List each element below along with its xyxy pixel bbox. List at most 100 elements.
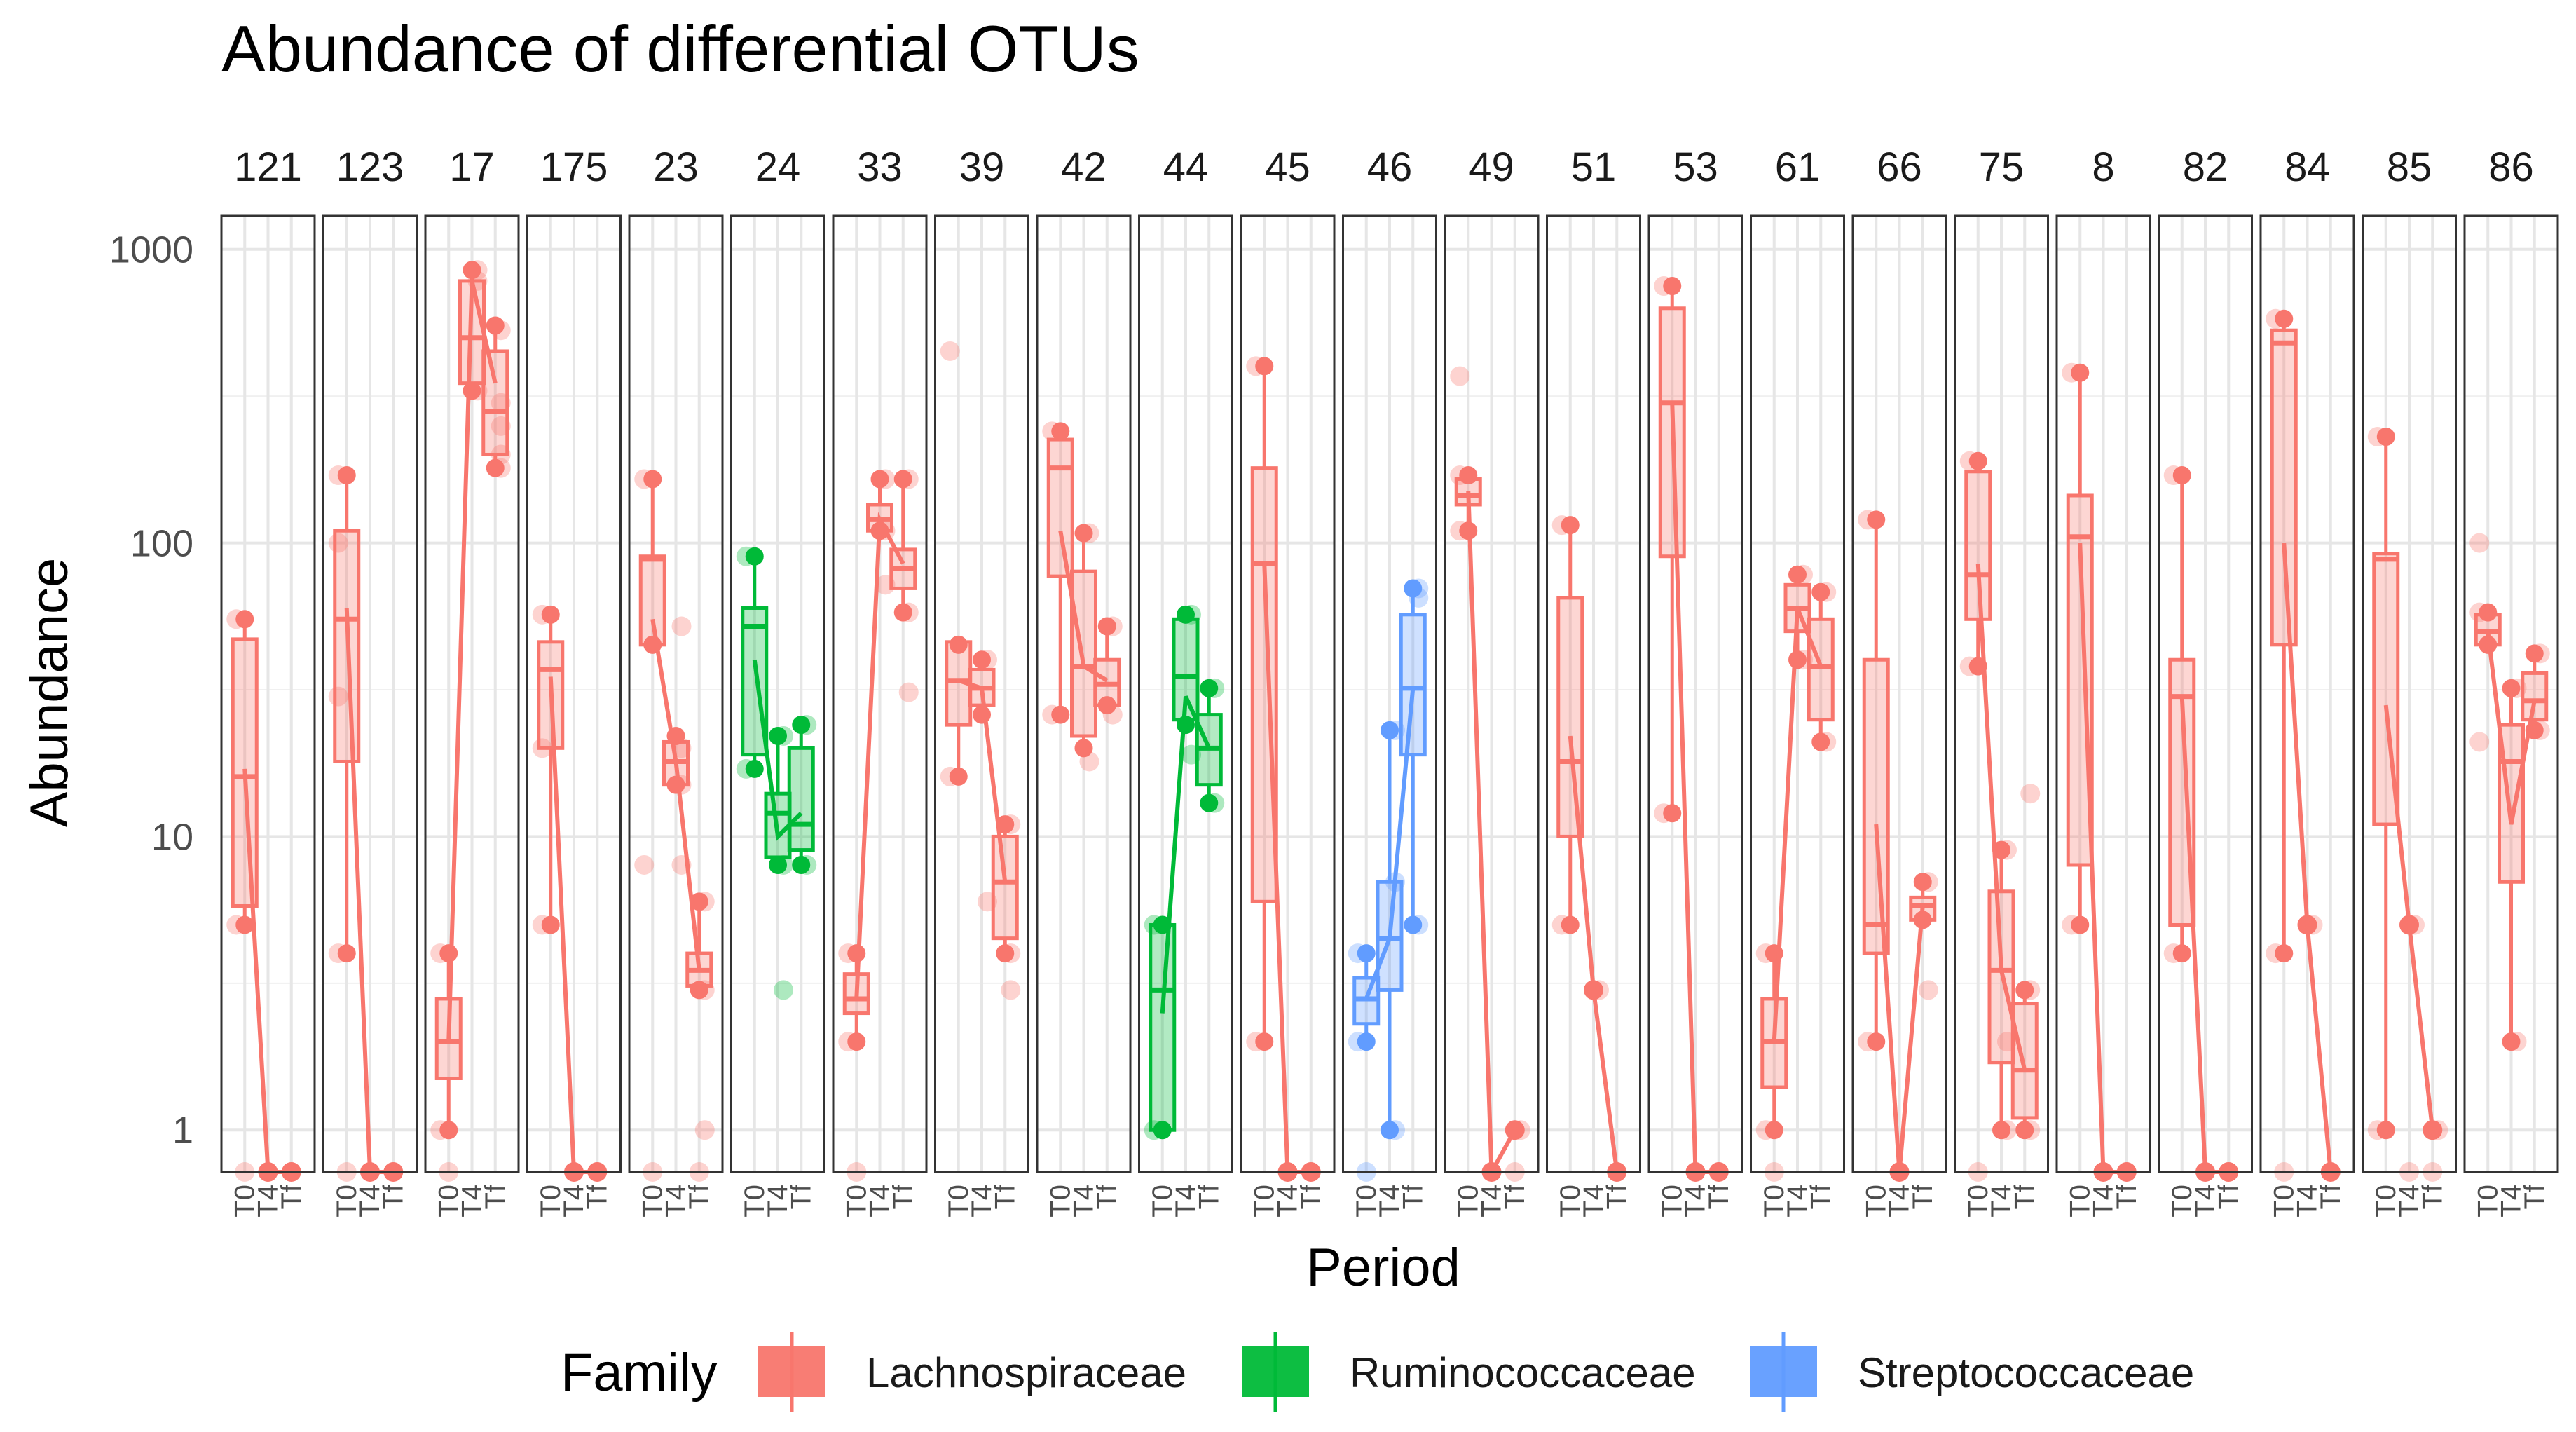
box-T0 — [1964, 451, 1992, 676]
box-Tf — [889, 470, 917, 622]
box-T4 — [2498, 679, 2525, 1051]
box — [1070, 569, 1097, 738]
min-point — [1788, 650, 1807, 669]
min-point — [769, 855, 787, 874]
x-tick-label: Tf — [2519, 1184, 2550, 1209]
max-point — [1404, 579, 1423, 598]
max-point — [1459, 466, 1478, 485]
trend-line — [957, 678, 1008, 882]
facet-panels: 121T0T4Tf123T0T4Tf17T0T4Tf175T0T4Tf23T0T… — [220, 144, 2559, 1218]
min-point — [996, 944, 1015, 963]
facet-label: 8 — [2092, 144, 2114, 190]
min-point — [1153, 1121, 1172, 1140]
x-tick-label: T0 — [1147, 1185, 1178, 1218]
y-tick-label: 1000 — [109, 229, 193, 271]
facet-label: 42 — [1061, 144, 1107, 190]
x-tick-label: Tf — [1704, 1184, 1734, 1209]
data-point — [774, 980, 793, 1000]
max-point — [2071, 363, 2090, 382]
min-point — [1357, 1032, 1376, 1051]
x-tick-label: T4 — [1884, 1185, 1915, 1218]
box — [537, 640, 565, 750]
x-tick-label: T0 — [2064, 1185, 2095, 1218]
min-point — [1097, 696, 1116, 715]
x-tick-label: T4 — [1477, 1185, 1507, 1218]
x-tick-label: T4 — [1680, 1185, 1711, 1218]
facet-label: 121 — [234, 144, 302, 190]
x-tick-label: Tf — [684, 1184, 715, 1209]
x-tick-label: Tf — [378, 1184, 409, 1209]
min-point — [1381, 1121, 1399, 1140]
max-point — [2479, 603, 2498, 622]
max-point — [847, 944, 866, 963]
x-tick-label: T0 — [1351, 1185, 1382, 1218]
x-tick-label: Tf — [582, 1184, 612, 1209]
max-point — [870, 470, 889, 489]
facet-label: 51 — [1571, 144, 1617, 190]
max-point — [1200, 679, 1219, 697]
x-tick-label: T4 — [865, 1185, 896, 1218]
min-point — [690, 981, 708, 1000]
box — [1149, 922, 1177, 1132]
facet-label: 17 — [449, 144, 495, 190]
max-point — [949, 635, 968, 654]
min-point — [337, 944, 356, 963]
x-tick-label: Tf — [2009, 1184, 2040, 1209]
y-tick-label: 100 — [130, 523, 193, 565]
box-Tf — [1807, 582, 1835, 751]
facet-label: 123 — [336, 144, 404, 190]
max-point — [1913, 873, 1932, 892]
legend: Family Lachnospiraceae Ruminococcaceae Str… — [561, 1332, 2194, 1412]
min-point — [847, 1032, 866, 1051]
data-point — [634, 854, 655, 875]
legend-title: Family — [561, 1343, 718, 1403]
x-tick-label: T4 — [2394, 1185, 2425, 1218]
max-point — [486, 316, 505, 335]
x-tick-label: Tf — [2417, 1184, 2448, 1209]
min-point — [893, 603, 912, 622]
facet-label: 61 — [1775, 144, 1821, 190]
facet-label: 49 — [1469, 144, 1514, 190]
min-point — [949, 767, 968, 786]
box-Tf — [787, 716, 815, 874]
x-tick-label: T4 — [2190, 1185, 2221, 1218]
x-tick-label: Tf — [888, 1184, 919, 1209]
trend-line — [1772, 607, 1823, 1042]
x-tick-label: T4 — [355, 1185, 385, 1218]
box-T0 — [945, 635, 973, 786]
data-point — [898, 682, 919, 702]
x-tick-label: T4 — [2292, 1185, 2323, 1218]
box-Tf — [1399, 579, 1427, 934]
panel-border — [1240, 214, 1336, 1173]
facet-label: 53 — [1673, 144, 1718, 190]
min-point — [235, 915, 254, 934]
y-tick-label: 10 — [151, 816, 193, 858]
box — [1399, 613, 1427, 757]
legend-item: Lachnospiraceae — [758, 1332, 1186, 1412]
min-point — [745, 759, 764, 778]
max-point — [792, 716, 811, 735]
panel-border — [2158, 214, 2253, 1173]
min-point — [2376, 1121, 2395, 1140]
panel-border — [1750, 214, 1845, 1173]
max-point — [1811, 582, 1830, 601]
x-tick-label: T4 — [966, 1185, 997, 1218]
box-T4 — [1376, 721, 1404, 1140]
max-point — [1867, 510, 1886, 529]
data-point — [1918, 980, 1938, 1000]
x-tick-label: T0 — [2371, 1185, 2402, 1218]
facet-label: 39 — [959, 144, 1005, 190]
x-tick-label: T0 — [2472, 1185, 2503, 1218]
facet-label: 75 — [1979, 144, 2025, 190]
min-point — [1811, 732, 1830, 751]
max-point — [2525, 644, 2544, 663]
x-axis-title: Period — [1306, 1238, 1460, 1297]
